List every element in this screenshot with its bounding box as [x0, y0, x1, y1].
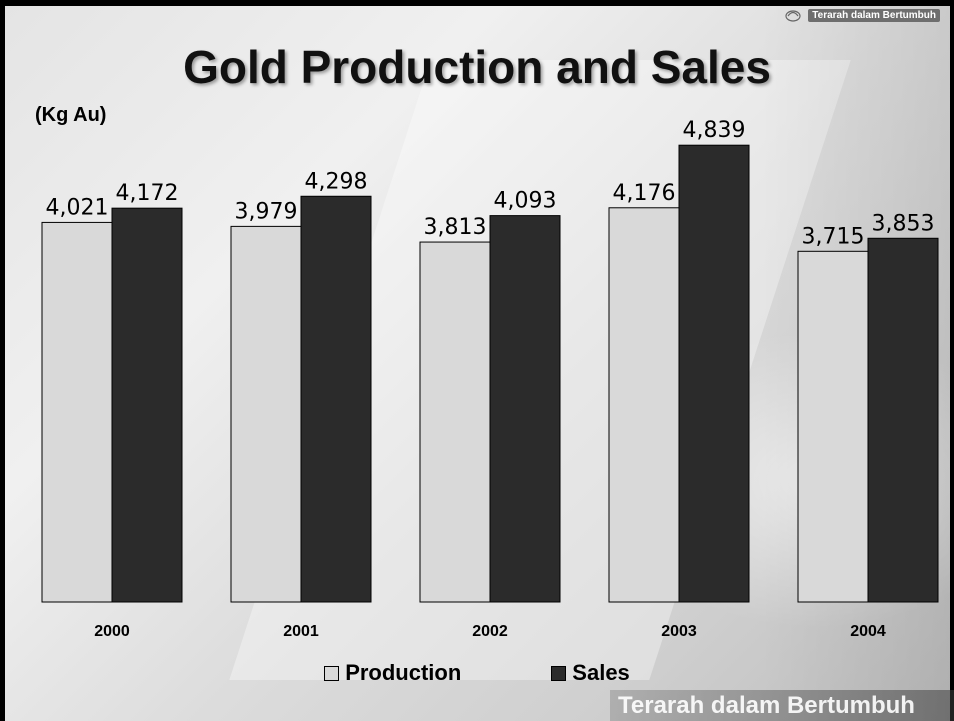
frame-top	[0, 0, 954, 6]
legend-label-sales: Sales	[572, 660, 630, 685]
bar-sales-2003	[678, 144, 750, 603]
data-label-production-2003: 4,176	[613, 181, 676, 206]
bar-sales-2001	[300, 195, 372, 603]
tagline-bottom: Terarah dalam Bertumbuh	[610, 690, 954, 721]
data-label-sales-2004: 3,853	[872, 211, 935, 236]
bar-production-2001	[230, 225, 302, 603]
data-label-production-2001: 3,979	[235, 199, 298, 224]
data-label-sales-2001: 4,298	[305, 169, 368, 194]
data-label-sales-2002: 4,093	[494, 189, 557, 214]
x-tick-label-2004: 2004	[850, 623, 886, 640]
x-tick-label-2003: 2003	[661, 623, 697, 640]
bar-production-2004	[797, 250, 869, 603]
data-label-production-2004: 3,715	[802, 224, 865, 249]
frame-right	[950, 0, 954, 721]
bar-sales-2002	[489, 215, 561, 603]
tagline-top: Terarah dalam Bertumbuh	[784, 6, 940, 24]
frame-left	[0, 0, 5, 721]
legend-swatch-sales	[551, 665, 567, 681]
data-label-production-2002: 3,813	[424, 215, 487, 240]
legend-item-production: Production	[324, 660, 461, 686]
x-tick-label-2001: 2001	[283, 623, 319, 640]
data-label-production-2000: 4,021	[46, 195, 109, 220]
x-tick-label-2002: 2002	[472, 623, 508, 640]
bar-production-2002	[419, 241, 491, 603]
legend-swatch-production	[324, 665, 340, 681]
data-label-sales-2000: 4,172	[116, 181, 179, 206]
y-axis-unit-label: (Kg Au)	[35, 104, 107, 126]
bar-production-2000	[41, 221, 113, 603]
company-logo-icon	[785, 10, 801, 22]
tagline-top-text: Terarah dalam Bertumbuh	[808, 8, 940, 22]
data-label-sales-2003: 4,839	[683, 118, 746, 143]
chart-legend: Production Sales	[0, 660, 954, 686]
bar-production-2003	[608, 207, 680, 603]
legend-item-sales: Sales	[551, 660, 630, 686]
bar-sales-2004	[867, 237, 939, 603]
chart-title: Gold Production and Sales	[183, 41, 771, 93]
x-tick-label-2000: 2000	[94, 623, 130, 640]
bar-sales-2000	[111, 207, 183, 603]
legend-label-production: Production	[345, 660, 462, 685]
